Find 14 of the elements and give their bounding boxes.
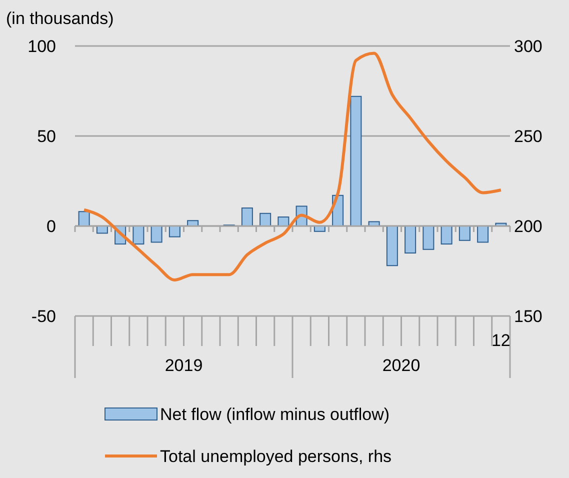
y-tick-label: -50 (31, 307, 56, 326)
y2-tick-label: 200 (514, 217, 542, 236)
text: 2020 (382, 356, 420, 375)
legend-label: Net flow (inflow minus outflow) (160, 405, 390, 424)
y2-tick-label: 300 (514, 37, 542, 56)
y-tick-label: 100 (28, 37, 56, 56)
y-axis-title: (in thousands) (6, 9, 114, 28)
y-tick-label: 50 (37, 127, 56, 146)
legend-label: Total unemployed persons, rhs (160, 447, 392, 466)
text: 2019 (164, 356, 203, 375)
y-tick-label: 0 (46, 217, 56, 236)
y2-tick-label: 250 (514, 127, 542, 146)
x-tick-label: 12 (491, 331, 510, 350)
y2-tick-label: 150 (514, 307, 542, 326)
